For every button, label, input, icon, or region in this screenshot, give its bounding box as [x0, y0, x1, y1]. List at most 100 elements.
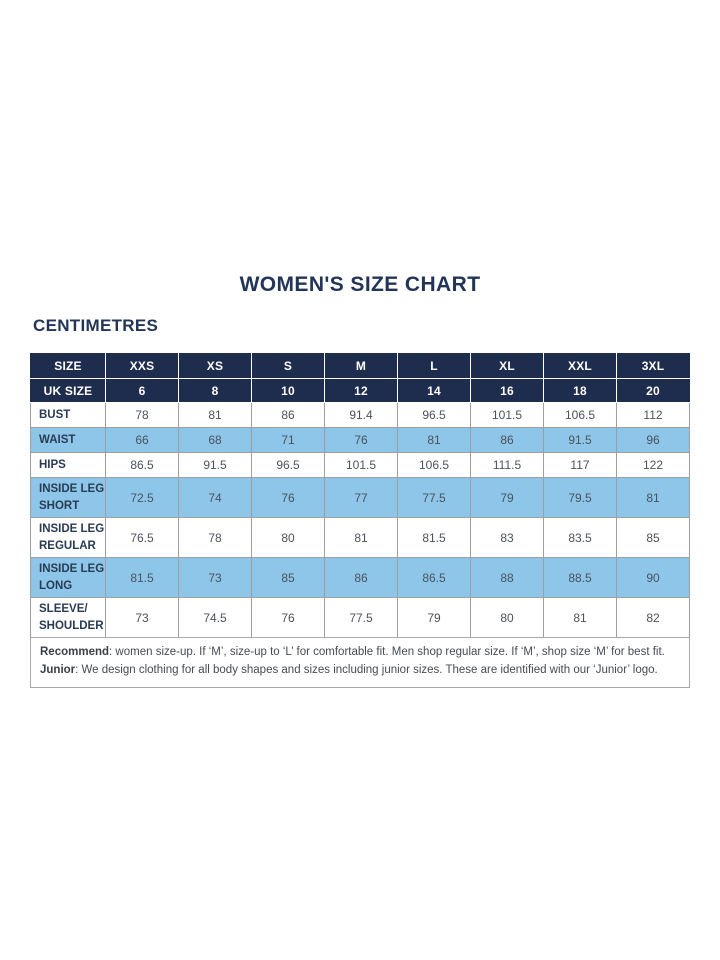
header-label-cell: SIZE	[30, 353, 106, 379]
value-cell: 80	[251, 517, 325, 558]
table-row: INSIDE LEG LONG 81.5 73 85 86 86.5 88 88.5 90	[30, 557, 690, 598]
value-cell: 76	[251, 477, 325, 518]
header-cell: 18	[543, 378, 617, 403]
value-cell: 77.5	[397, 477, 471, 518]
value-cell: 72.5	[105, 477, 179, 518]
value-cell: 111.5	[470, 452, 544, 478]
value-cell: 81.5	[105, 557, 179, 598]
value-cell: 88	[470, 557, 544, 598]
page-title: WOMEN'S SIZE CHART	[239, 273, 481, 296]
size-chart-head: SIZE XXS XS S M L XL XXL 3XL UK SIZE 6 8 10 12 14 16 18 2…	[30, 353, 690, 403]
value-cell: 106.5	[543, 402, 617, 428]
footer-line-recommend: Recommend: women size-up. If ‘M’, size-u…	[40, 644, 680, 662]
header-cell: 8	[178, 378, 252, 403]
value-cell: 86	[470, 427, 544, 453]
table-row: BUST 78 81 86 91.4 96.5 101.5 106.5 112	[30, 402, 690, 428]
value-cell: 80	[470, 597, 544, 638]
value-cell: 96	[616, 427, 690, 453]
value-cell: 73	[105, 597, 179, 638]
value-cell: 86.5	[397, 557, 471, 598]
value-cell: 91.5	[178, 452, 252, 478]
row-label-cell: HIPS	[30, 452, 106, 478]
value-cell: 88.5	[543, 557, 617, 598]
value-cell: 96.5	[397, 402, 471, 428]
footer-line-junior: Junior: We design clothing for all body …	[40, 662, 680, 680]
value-cell: 112	[616, 402, 690, 428]
value-cell: 74	[178, 477, 252, 518]
value-cell: 106.5	[397, 452, 471, 478]
value-cell: 81	[397, 427, 471, 453]
value-cell: 96.5	[251, 452, 325, 478]
table-row: SLEEVE/ SHOULDER 73 74.5 76 77.5 79 80 81 82	[30, 597, 690, 638]
header-cell: 3XL	[616, 353, 690, 379]
value-cell: 77	[324, 477, 398, 518]
value-cell: 81	[178, 402, 252, 428]
footer-junior-label: Junior	[40, 663, 76, 676]
value-cell: 81	[616, 477, 690, 518]
footer-junior-text: : We design clothing for all body shapes…	[75, 663, 658, 676]
value-cell: 117	[543, 452, 617, 478]
value-cell: 76	[251, 597, 325, 638]
value-cell: 86	[251, 402, 325, 428]
value-cell: 81	[324, 517, 398, 558]
row-label-cell: WAIST	[30, 427, 106, 453]
header-cell: 12	[324, 378, 398, 403]
header-cell: L	[397, 353, 471, 379]
value-cell: 81.5	[397, 517, 471, 558]
header-cell: 16	[470, 378, 544, 403]
value-cell: 91.4	[324, 402, 398, 428]
value-cell: 66	[105, 427, 179, 453]
header-cell: M	[324, 353, 398, 379]
value-cell: 85	[251, 557, 325, 598]
value-cell: 78	[105, 402, 179, 428]
header-cell: S	[251, 353, 325, 379]
header-label-cell: UK SIZE	[30, 378, 106, 403]
header-cell: 10	[251, 378, 325, 403]
header-cell: XXS	[105, 353, 179, 379]
header-row: SIZE XXS XS S M L XL XXL 3XL	[30, 353, 690, 379]
value-cell: 90	[616, 557, 690, 598]
units-label: CENTIMETRES	[33, 316, 159, 335]
header-cell: 20	[616, 378, 690, 403]
value-cell: 79.5	[543, 477, 617, 518]
table-row: INSIDE LEG SHORT 72.5 74 76 77 77.5 79 79.5 81	[30, 477, 690, 518]
value-cell: 101.5	[470, 402, 544, 428]
value-cell: 71	[251, 427, 325, 453]
header-cell: 6	[105, 378, 179, 403]
value-cell: 91.5	[543, 427, 617, 453]
value-cell: 76	[324, 427, 398, 453]
header-cell: XL	[470, 353, 544, 379]
header-cell: XS	[178, 353, 252, 379]
page: WOMEN'S SIZE CHART CENTIMETRES SIZE XXS XS…	[30, 273, 690, 688]
header-row: UK SIZE 6 8 10 12 14 16 18 20	[30, 378, 690, 403]
value-cell: 79	[397, 597, 471, 638]
table-row: WAIST 66 68 71 76 81 86 91.5 96	[30, 427, 690, 453]
row-label-cell: INSIDE LEG REGULAR	[30, 517, 106, 558]
table-row: INSIDE LEG REGULAR 76.5 78 80 81 81.5 83 83.5 85	[30, 517, 690, 558]
row-label-cell: SLEEVE/ SHOULDER	[30, 597, 106, 638]
value-cell: 79	[470, 477, 544, 518]
value-cell: 122	[616, 452, 690, 478]
footer-recommend-label: Recommend	[40, 646, 110, 658]
value-cell: 83.5	[543, 517, 617, 558]
value-cell: 86.5	[105, 452, 179, 478]
value-cell: 85	[616, 517, 690, 558]
value-cell: 78	[178, 517, 252, 558]
value-cell: 86	[324, 557, 398, 598]
footer-note: Recommend: women size-up. If ‘M’, size-u…	[30, 637, 690, 688]
value-cell: 77.5	[324, 597, 398, 638]
footer-recommend-text: : women size-up. If ‘M’, size-up to ‘L’ …	[109, 646, 665, 658]
value-cell: 76.5	[105, 517, 179, 558]
table-row: HIPS 86.5 91.5 96.5 101.5 106.5 111.5 117 122	[30, 452, 690, 478]
value-cell: 74.5	[178, 597, 252, 638]
value-cell: 68	[178, 427, 252, 453]
size-chart-body: BUST 78 81 86 91.4 96.5 101.5 106.5 112 WAIST 66 68…	[30, 402, 690, 638]
value-cell: 81	[543, 597, 617, 638]
value-cell: 101.5	[324, 452, 398, 478]
row-label-cell: INSIDE LEG LONG	[30, 557, 106, 598]
header-cell: XXL	[543, 353, 617, 379]
row-label-cell: BUST	[30, 402, 106, 428]
value-cell: 83	[470, 517, 544, 558]
value-cell: 73	[178, 557, 252, 598]
size-chart-table: SIZE XXS XS S M L XL XXL 3XL UK SIZE 6 8 10 12 14 16 18 2…	[30, 353, 690, 638]
